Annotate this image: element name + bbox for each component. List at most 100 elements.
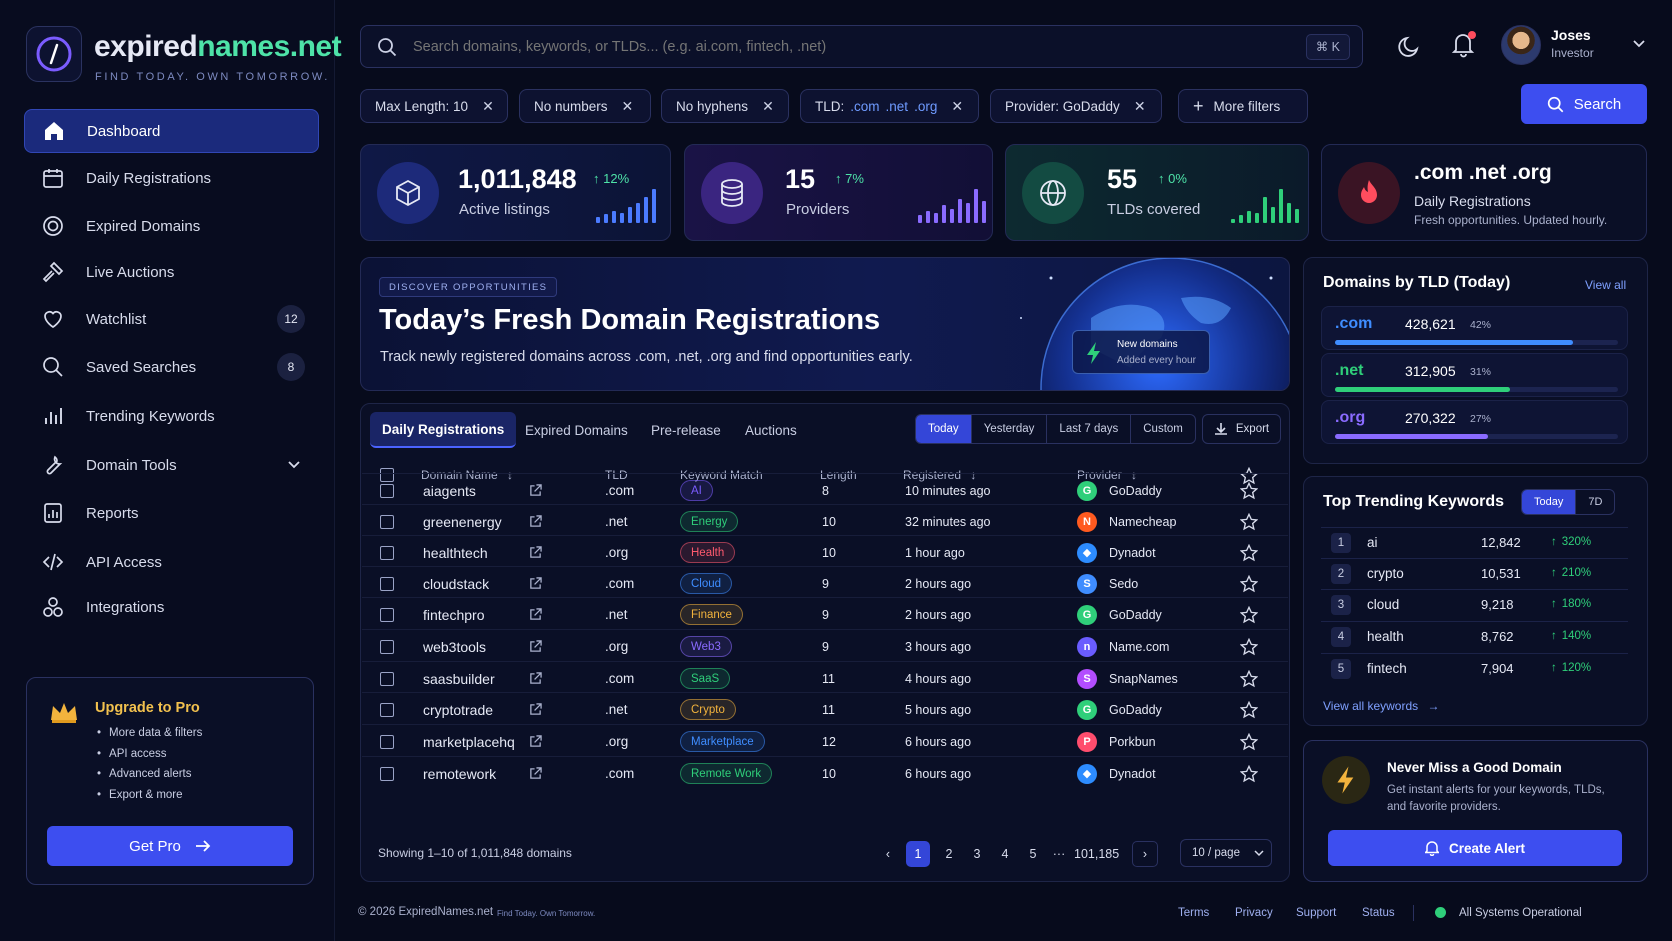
notification-bell-icon[interactable] (1451, 30, 1477, 58)
col-domain-header[interactable]: Domain Name ↕ (421, 468, 513, 482)
domain-name[interactable]: cloudstack (423, 575, 490, 592)
domain-name[interactable]: saasbuilder (423, 670, 495, 687)
tld-row[interactable]: .org 270,322 27% (1321, 400, 1628, 444)
checkbox-box[interactable] (380, 483, 394, 498)
col-registered-header[interactable]: Registered ↕ (903, 468, 976, 482)
keywords-toggle-today[interactable]: Today (1522, 490, 1577, 514)
keyword-row[interactable]: 2 crypto 10,531 ↑ 210% (1321, 558, 1628, 588)
row-checkbox[interactable] (380, 662, 394, 695)
row-checkbox[interactable] (380, 598, 394, 631)
external-link-icon[interactable] (529, 598, 542, 631)
external-link-icon[interactable] (529, 536, 542, 569)
tab-daily-registrations[interactable]: Daily Registrations (370, 412, 517, 448)
search-input[interactable] (413, 38, 1306, 55)
per-page-select[interactable]: 10 / page (1180, 839, 1272, 867)
star-icon[interactable] (1240, 693, 1258, 726)
range-today[interactable]: Today (916, 415, 972, 443)
star-icon[interactable] (1240, 598, 1258, 631)
tld-view-all-link[interactable]: View all (1585, 278, 1627, 292)
row-checkbox[interactable] (380, 536, 394, 569)
select-all-checkbox[interactable] (380, 468, 394, 482)
external-link-icon[interactable] (529, 693, 542, 726)
external-link-icon[interactable] (529, 474, 542, 507)
checkbox-box[interactable] (380, 514, 394, 529)
external-link-icon[interactable] (529, 630, 542, 663)
col-provider-header[interactable]: Provider ↕ (1077, 468, 1137, 482)
star-icon[interactable] (1240, 662, 1258, 695)
row-checkbox[interactable] (380, 505, 394, 538)
close-icon[interactable]: ✕ (621, 97, 634, 114)
table-row[interactable]: healthtech .org Health 10 1 hour ago ◆ Dynadot (362, 535, 1288, 568)
sidebar-item-dashboard[interactable]: Dashboard (24, 109, 319, 153)
domain-name[interactable]: aiagents (423, 482, 476, 499)
tld-row[interactable]: .net 312,905 31% (1321, 353, 1628, 397)
create-alert-button[interactable]: Create Alert (1328, 830, 1622, 866)
row-checkbox[interactable] (380, 630, 394, 663)
brand-name[interactable]: expirednames.net (94, 30, 342, 64)
sidebar-item-live-auctions[interactable]: Live Auctions (24, 250, 319, 294)
pagination-page-3[interactable]: 3 (973, 847, 981, 861)
star-icon[interactable] (1240, 757, 1258, 790)
more-filters-button[interactable]: + More filters (1178, 89, 1308, 123)
pagination-page-2[interactable]: 2 (945, 847, 953, 861)
domain-name[interactable]: healthtech (423, 544, 488, 561)
filter-chip-no-numbers[interactable]: No numbers ✕ (519, 89, 651, 123)
keyword-row[interactable]: 1 ai 12,842 ↑ 320% (1321, 527, 1628, 557)
star-icon[interactable] (1240, 725, 1258, 758)
dark-mode-moon-icon[interactable] (1397, 34, 1421, 58)
get-pro-button[interactable]: Get Pro (47, 826, 293, 866)
checkbox-box[interactable] (380, 734, 394, 749)
external-link-icon[interactable] (529, 505, 542, 538)
range-last-7-days[interactable]: Last 7 days (1047, 415, 1132, 443)
filter-chip-tld[interactable]: TLD: .com .net .org ✕ (800, 89, 979, 123)
footer-link-privacy[interactable]: Privacy (1235, 907, 1273, 919)
table-row[interactable]: aiagents .com AI 8 10 minutes ago G GoDaddy (362, 473, 1288, 506)
table-row[interactable]: remotework .com Remote Work 10 6 hours ago ◆ D… (362, 756, 1288, 789)
star-icon[interactable] (1240, 630, 1258, 663)
tab-pre-release[interactable]: Pre-release (651, 422, 721, 438)
export-button[interactable]: Export (1202, 414, 1281, 444)
external-link-icon[interactable] (529, 725, 542, 758)
table-row[interactable]: cloudstack .com Cloud 9 2 hours ago S Sedo (362, 566, 1288, 599)
chevron-down-icon[interactable] (1632, 39, 1646, 49)
table-row[interactable]: marketplacehq .org Marketplace 12 6 hours ag… (362, 724, 1288, 757)
row-checkbox[interactable] (380, 693, 394, 726)
domain-name[interactable]: cryptotrade (423, 701, 494, 718)
pagination-page-1[interactable]: 1 (906, 841, 930, 867)
keywords-toggle-7d[interactable]: 7D (1588, 496, 1603, 508)
external-link-icon[interactable] (529, 567, 542, 600)
sidebar-item-watchlist[interactable]: Watchlist 12 (24, 297, 319, 341)
table-row[interactable]: saasbuilder .com SaaS 11 4 hours ago S SnapNam… (362, 661, 1288, 694)
range-custom[interactable]: Custom (1143, 423, 1183, 435)
external-link-icon[interactable] (529, 757, 542, 790)
keyword-row[interactable]: 4 health 8,762 ↑ 140% (1321, 621, 1628, 651)
search-bar[interactable]: ⌘ K (360, 25, 1363, 68)
checkbox-box[interactable] (380, 671, 394, 686)
row-checkbox[interactable] (380, 757, 394, 790)
pagination-page-last[interactable]: 101,185 (1074, 847, 1120, 861)
chevron-down-icon[interactable] (287, 457, 301, 474)
pagination-next[interactable]: › (1132, 841, 1158, 867)
checkbox-box[interactable] (380, 545, 394, 560)
sidebar-item-reports[interactable]: Reports (24, 491, 319, 535)
range-yesterday[interactable]: Yesterday (972, 415, 1048, 443)
domain-name[interactable]: fintechpro (423, 606, 485, 623)
pagination-page-5[interactable]: 5 (1029, 847, 1037, 861)
checkbox-box[interactable] (380, 639, 394, 654)
tab-auctions[interactable]: Auctions (745, 422, 797, 438)
star-icon[interactable] (1240, 505, 1258, 538)
tab-expired-domains[interactable]: Expired Domains (525, 422, 628, 438)
row-checkbox[interactable] (380, 567, 394, 600)
footer-link-support[interactable]: Support (1296, 907, 1337, 919)
domain-name[interactable]: web3tools (423, 638, 487, 655)
close-icon[interactable]: ✕ (1133, 97, 1146, 114)
keyword-row[interactable]: 5 fintech 7,904 ↑ 120% (1321, 653, 1628, 683)
table-row[interactable]: web3tools .org Web3 9 3 hours ago n Name.com (362, 629, 1288, 662)
filter-chip-max-length[interactable]: Max Length: 10 ✕ (360, 89, 508, 123)
table-row[interactable]: cryptotrade .net Crypto 11 5 hours ago G GoDad… (362, 692, 1288, 725)
sidebar-item-integrations[interactable]: Integrations (24, 585, 319, 629)
table-row[interactable]: greenenergy .net Energy 10 32 minutes ago N Na… (362, 504, 1288, 537)
logo-icon[interactable] (26, 26, 82, 82)
keyword-row[interactable]: 3 cloud 9,218 ↑ 180% (1321, 589, 1628, 619)
sidebar-item-expired-domains[interactable]: Expired Domains (24, 204, 319, 248)
